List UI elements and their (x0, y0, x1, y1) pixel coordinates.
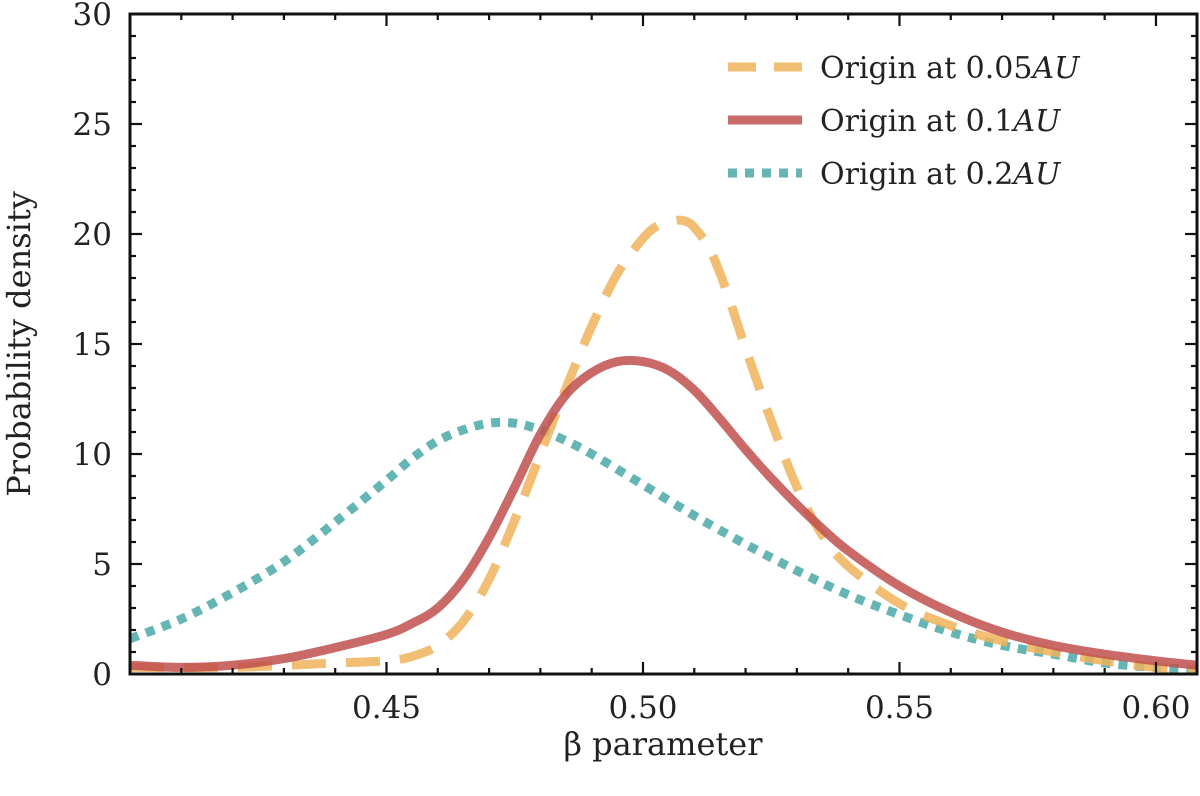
legend-label-prefix: Origin at 0.05 (820, 51, 1032, 86)
y-tick-label: 5 (92, 547, 112, 583)
legend-label: Origin at 0.1AU (820, 104, 1062, 139)
legend-label-prefix: Origin at 0.2 (820, 157, 1013, 192)
series-line-dashed (130, 215, 1197, 674)
legend-label-unit: AU (1010, 104, 1062, 139)
tick-labels-layer: 0.45 0.50 0.55 0.60 0 5 10 15 20 25 30 (73, 0, 1191, 726)
ticks-layer (130, 12, 1197, 676)
series-line-solid (130, 355, 1197, 672)
x-tick-label: 0.50 (608, 690, 677, 726)
y-tick-label: 20 (73, 217, 112, 253)
y-tick-label: 25 (73, 107, 112, 143)
legend-label-prefix: Origin at 0.1 (820, 104, 1013, 139)
x-tick-label: 0.60 (1121, 690, 1190, 726)
y-tick-label: 0 (92, 657, 112, 693)
x-tick-label: 0.55 (865, 690, 934, 726)
series-line-dotted (130, 417, 1197, 674)
legend-label: Origin at 0.2AU (820, 157, 1062, 192)
y-tick-label: 10 (73, 437, 112, 473)
x-tick-label: 0.45 (352, 690, 421, 726)
legend-label-unit: AU (1029, 51, 1081, 86)
legend-label: Origin at 0.05AU (820, 51, 1081, 86)
x-axis-title: β parameter (564, 725, 764, 763)
y-tick-label: 30 (73, 0, 112, 33)
y-axis-title: Probability density (0, 191, 38, 497)
legend-label-unit: AU (1010, 157, 1062, 192)
y-tick-label: 15 (73, 327, 112, 363)
series-layer (130, 215, 1197, 674)
